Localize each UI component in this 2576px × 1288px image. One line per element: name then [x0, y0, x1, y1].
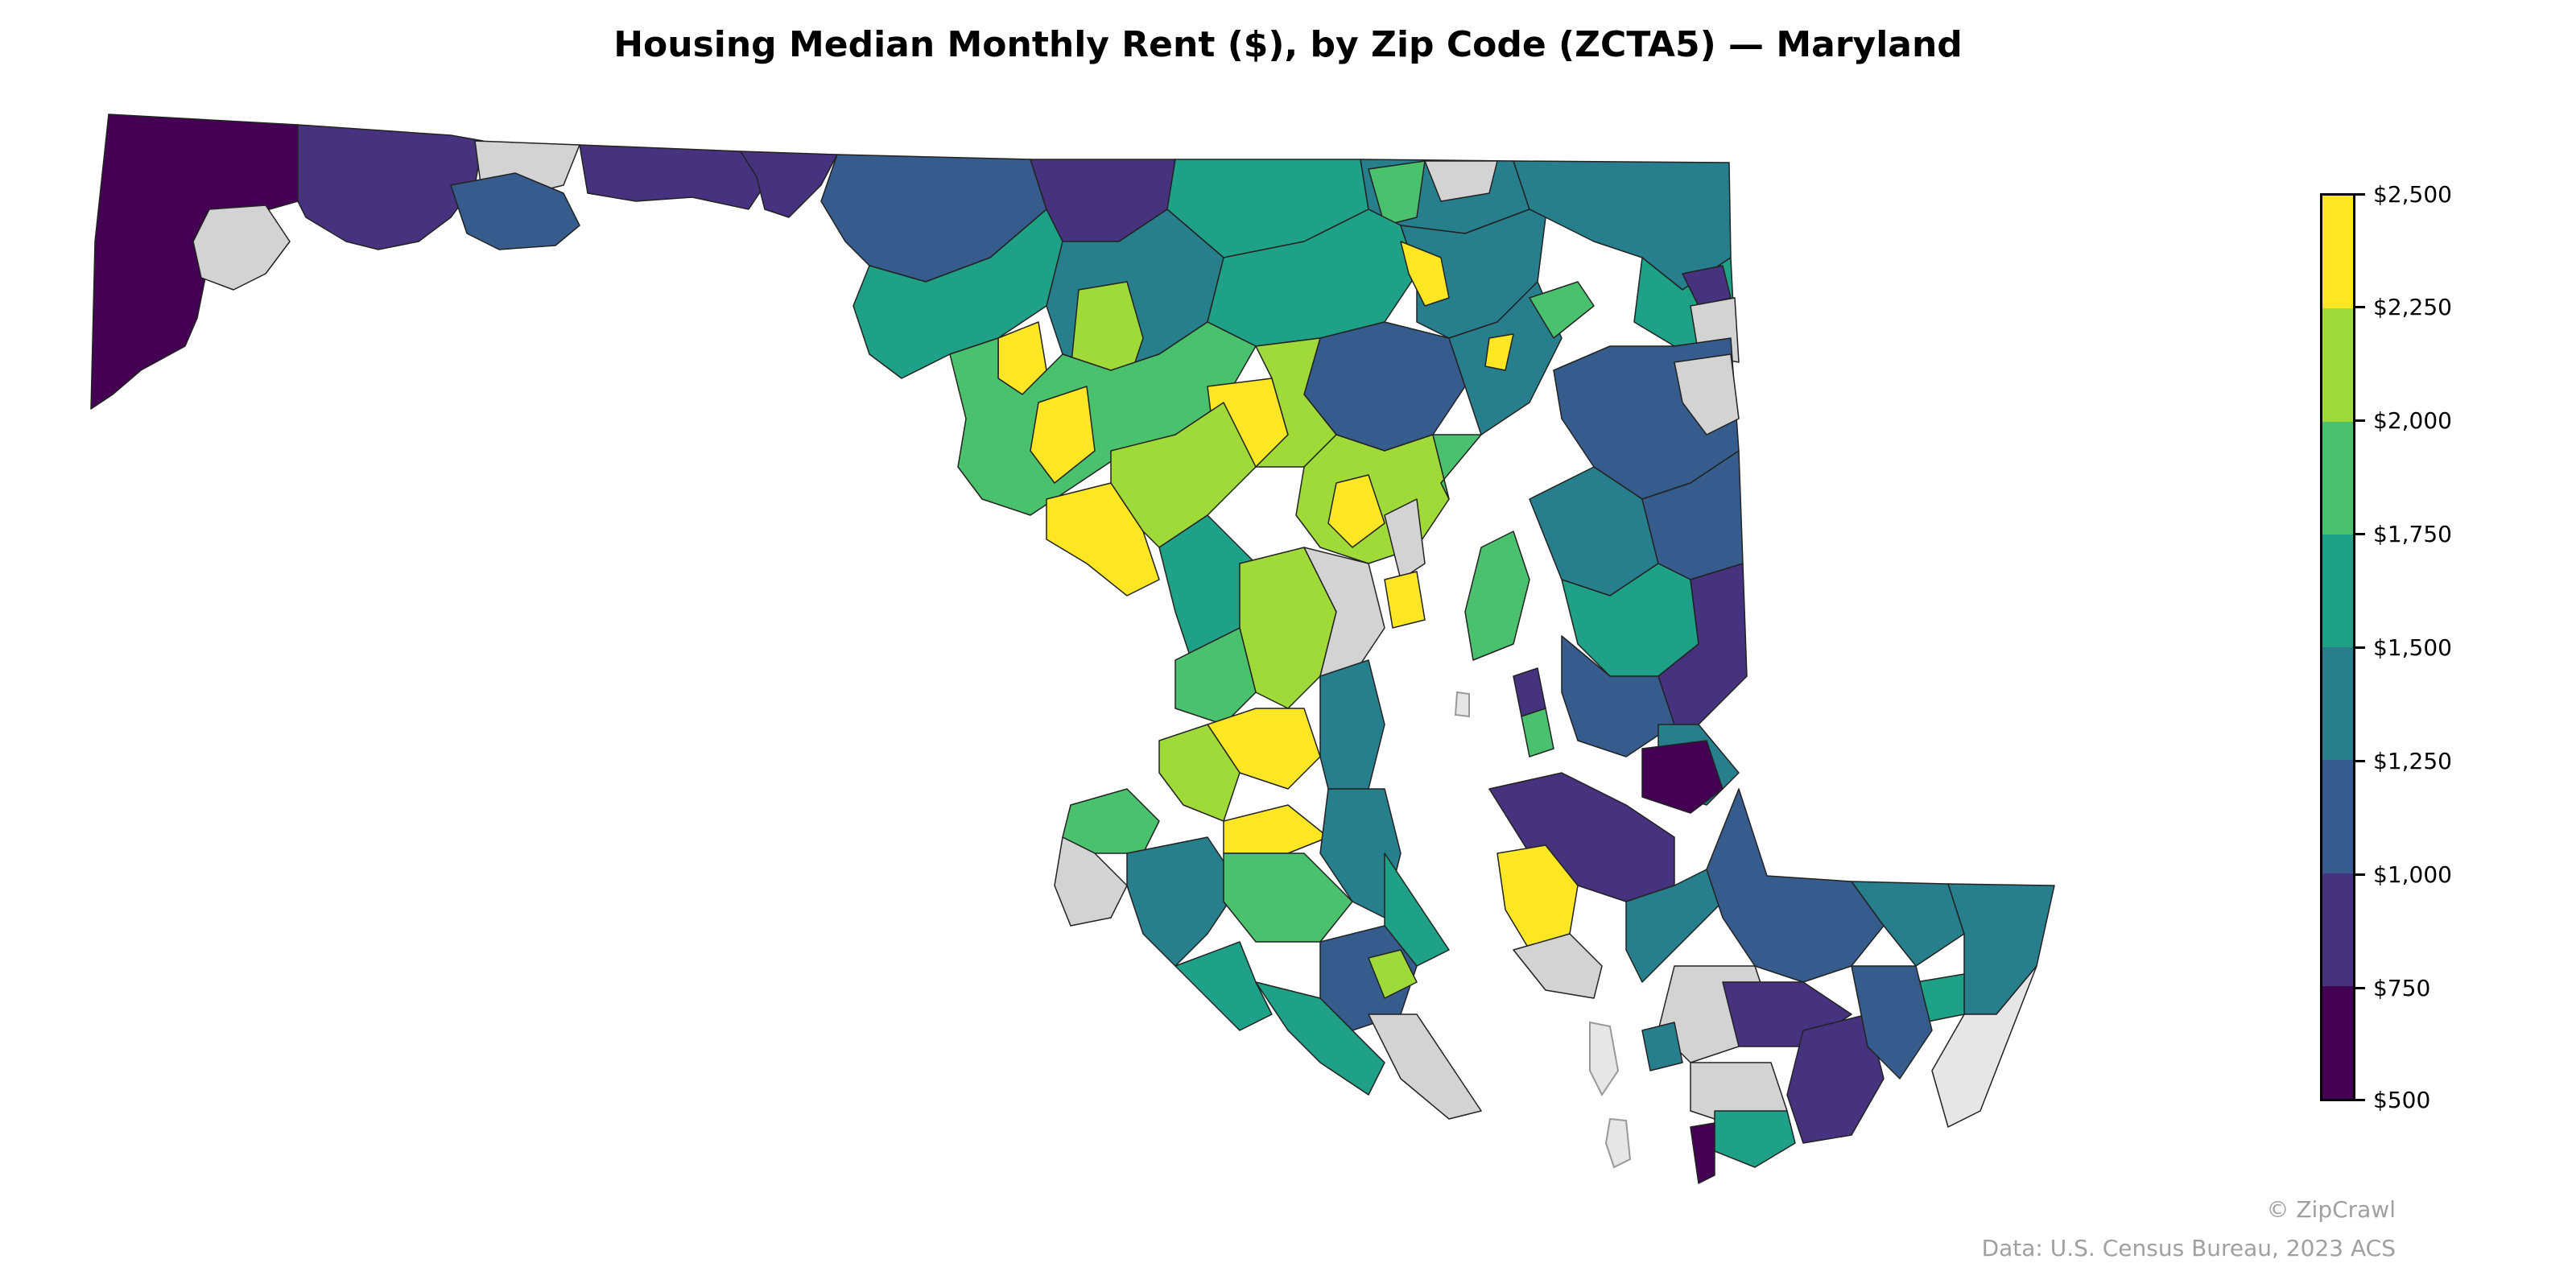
region-kent-gray [1674, 353, 1740, 436]
colorbar-ticks: $2,500 $2,250 $2,000 $1,750 $1,500 $1,25… [2355, 181, 2516, 1113]
region-mont-yellow-1 [1030, 386, 1096, 484]
region-pg-yellow-2 [1223, 804, 1329, 854]
colorbar [2320, 193, 2355, 1101]
colorbar-bin-500-750 [2322, 985, 2353, 1099]
colorbar-tick-label: $2,000 [2373, 407, 2452, 434]
colorbar-bin-1750-2000 [2322, 421, 2353, 535]
region-charles-green [1062, 788, 1160, 854]
copyright-credit: © ZipCrawl [2266, 1196, 2396, 1223]
region-qa-green [1464, 530, 1530, 661]
region-worcester-gray [1931, 965, 2037, 1128]
colorbar-tick-label: $500 [2373, 1087, 2431, 1113]
region-aa-east [1432, 434, 1482, 500]
region-talbot-1 [1561, 635, 1675, 758]
island-smith [1589, 1021, 1620, 1096]
region-charles-gray [1054, 836, 1128, 927]
choropleth-map [90, 114, 2055, 1184]
colorbar-bin-1250-1500 [2322, 647, 2353, 761]
region-crisfield-teal [1714, 1110, 1796, 1168]
region-cecil-2 [1682, 265, 1732, 307]
region-hagerstown [450, 172, 580, 250]
region-aa-yellow [1327, 474, 1385, 548]
map-title: Housing Median Monthly Rent ($), by Zip … [613, 24, 1963, 65]
region-aa-yellow-2 [1384, 571, 1426, 629]
region-dorchester-gray [1513, 933, 1603, 999]
region-talbot-green [1521, 708, 1554, 758]
region-harford-green [1529, 281, 1595, 339]
colorbar-tick-label: $1,750 [2373, 521, 2452, 547]
region-charles-south [1174, 941, 1273, 1031]
region-north-gray [1424, 160, 1498, 202]
region-calvert-2 [1384, 852, 1450, 967]
region-somerset-teal-west [1641, 1022, 1683, 1071]
colorbar-bin-1000-1250 [2322, 760, 2353, 873]
region-wicomico-1 [1706, 788, 1885, 983]
region-wicomico-2 [1851, 881, 1965, 967]
region-pg-east [1319, 659, 1385, 790]
colorbar-tick-label: $1,500 [2373, 634, 2452, 661]
region-somerset-blue [1851, 965, 1933, 1080]
region-pg-4 [1174, 627, 1257, 725]
island-small-1 [1604, 1117, 1632, 1169]
region-crisfield-dark [1690, 1122, 1715, 1184]
colorbar-tick-label: $1,250 [2373, 748, 2452, 774]
region-stmarys-2 [1255, 981, 1385, 1096]
region-dorchester-teal [1625, 869, 1740, 983]
region-dark-center [1641, 740, 1724, 814]
region-stmarys-gray [1368, 1013, 1482, 1120]
colorbar-tick-label: $2,250 [2373, 294, 2452, 320]
island-small-2 [1454, 691, 1470, 718]
maryland-map-svg [90, 114, 2055, 1184]
region-central-1 [852, 208, 1063, 379]
region-allegany [297, 124, 484, 250]
colorbar-tick-label: $2,500 [2373, 181, 2452, 208]
region-washington-east [579, 144, 766, 210]
region-aa-gray [1384, 498, 1426, 580]
region-harford-yellow [1484, 333, 1514, 371]
region-yellow-sykesville [1400, 241, 1450, 307]
region-stmarys-lime [1368, 949, 1418, 999]
colorbar-tick-label: $1,000 [2373, 861, 2452, 888]
colorbar-bin-2250-2500 [2322, 196, 2353, 309]
region-talbot-purple [1513, 667, 1546, 717]
colorbar-bin-1500-1750 [2322, 534, 2353, 647]
region-north-green [1368, 160, 1426, 226]
colorbar-bin-750-1000 [2322, 873, 2353, 986]
colorbar-bin-2000-2250 [2322, 308, 2353, 422]
colorbar-tick-label: $750 [2373, 975, 2431, 1001]
region-mont-1 [949, 321, 1257, 516]
region-charles-teal [1126, 836, 1241, 967]
region-allegany-gray [192, 204, 291, 291]
data-source-credit: Data: U.S. Census Bureau, 2023 ACS [1981, 1235, 2396, 1261]
